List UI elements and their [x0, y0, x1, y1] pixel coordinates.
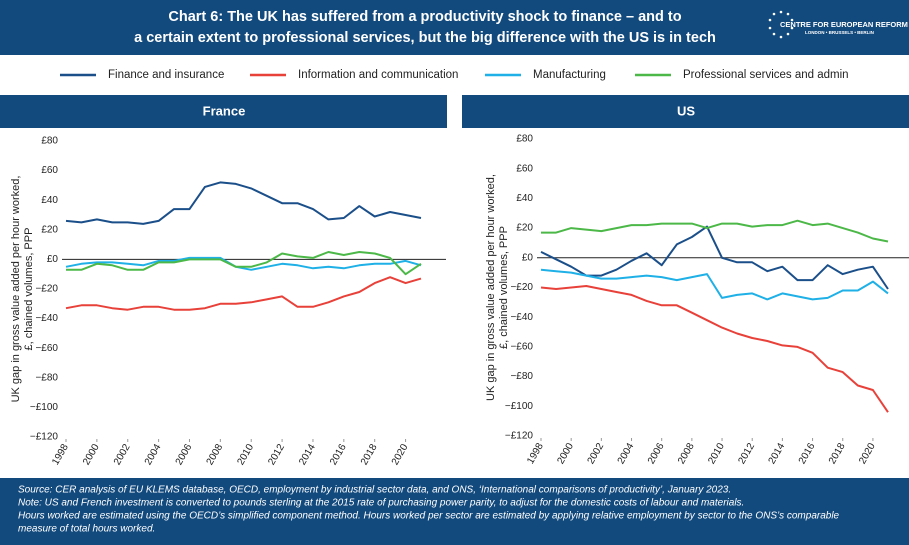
y-axis-label: UK gap in gross value added per hour wor… — [10, 176, 22, 403]
y-tick-label: −£80 — [510, 371, 533, 382]
y-tick-label: −£40 — [510, 312, 533, 323]
series-line — [65, 276, 422, 311]
series-line — [540, 268, 889, 301]
panel-header — [462, 95, 909, 128]
header-bar — [0, 0, 909, 55]
footnote: Note: US and French investment is conver… — [18, 498, 744, 509]
legend-label: Finance and insurance — [108, 69, 224, 81]
y-tick-label: −£60 — [35, 343, 58, 354]
series-line — [66, 251, 422, 276]
panel-title: France — [203, 103, 246, 118]
chart-title: a certain extent to professional service… — [134, 30, 716, 46]
logo-text: CENTRE FOR EUROPEAN REFORM — [780, 20, 908, 29]
y-tick-label: £0 — [47, 254, 59, 265]
y-tick-label: £40 — [41, 195, 58, 206]
y-tick-label: −£20 — [35, 284, 58, 295]
y-tick-label: £20 — [41, 224, 58, 235]
y-tick-label: £80 — [41, 136, 58, 147]
y-tick-label: −£60 — [510, 342, 533, 353]
footnote: Hours worked are estimated using the OEC… — [18, 511, 840, 522]
panel-header — [0, 95, 447, 128]
y-tick-label: −£80 — [35, 372, 58, 383]
legend-label: Information and communication — [298, 69, 458, 81]
y-tick-label: −£100 — [30, 402, 59, 413]
series-line — [65, 181, 422, 225]
y-tick-label: −£100 — [505, 401, 534, 412]
series-line — [540, 285, 889, 413]
y-tick-label: £80 — [516, 134, 533, 145]
panel-title: US — [677, 103, 695, 118]
series-line — [541, 219, 889, 243]
footer-bar — [0, 478, 909, 545]
series-line — [65, 256, 422, 271]
y-axis-label: £, chained volumes, PPP — [23, 228, 35, 351]
y-tick-label: −£40 — [35, 313, 58, 324]
y-tick-label: −£120 — [505, 431, 534, 442]
legend-label: Manufacturing — [533, 69, 606, 81]
y-tick-label: £0 — [522, 252, 534, 263]
footnote: Source: CER analysis of EU KLEMS databas… — [18, 485, 731, 496]
y-tick-label: £60 — [41, 165, 58, 176]
y-tick-label: −£120 — [30, 432, 59, 443]
chart-title: Chart 6: The UK has suffered from a prod… — [168, 9, 681, 25]
y-axis-label: UK gap in gross value added per hour wor… — [485, 174, 497, 401]
y-tick-label: £60 — [516, 163, 533, 174]
y-tick-label: £40 — [516, 193, 533, 204]
y-tick-label: £20 — [516, 223, 533, 234]
legend-label: Professional services and admin — [683, 69, 849, 81]
logo-stars — [768, 10, 794, 39]
footnote: measure of total hours worked. — [18, 524, 155, 535]
y-axis-label: £, chained volumes, PPP — [498, 226, 510, 349]
series-line — [540, 225, 889, 290]
logo-subtext: LONDON • BRUSSELS • BERLIN — [805, 30, 874, 35]
y-tick-label: −£20 — [510, 282, 533, 293]
